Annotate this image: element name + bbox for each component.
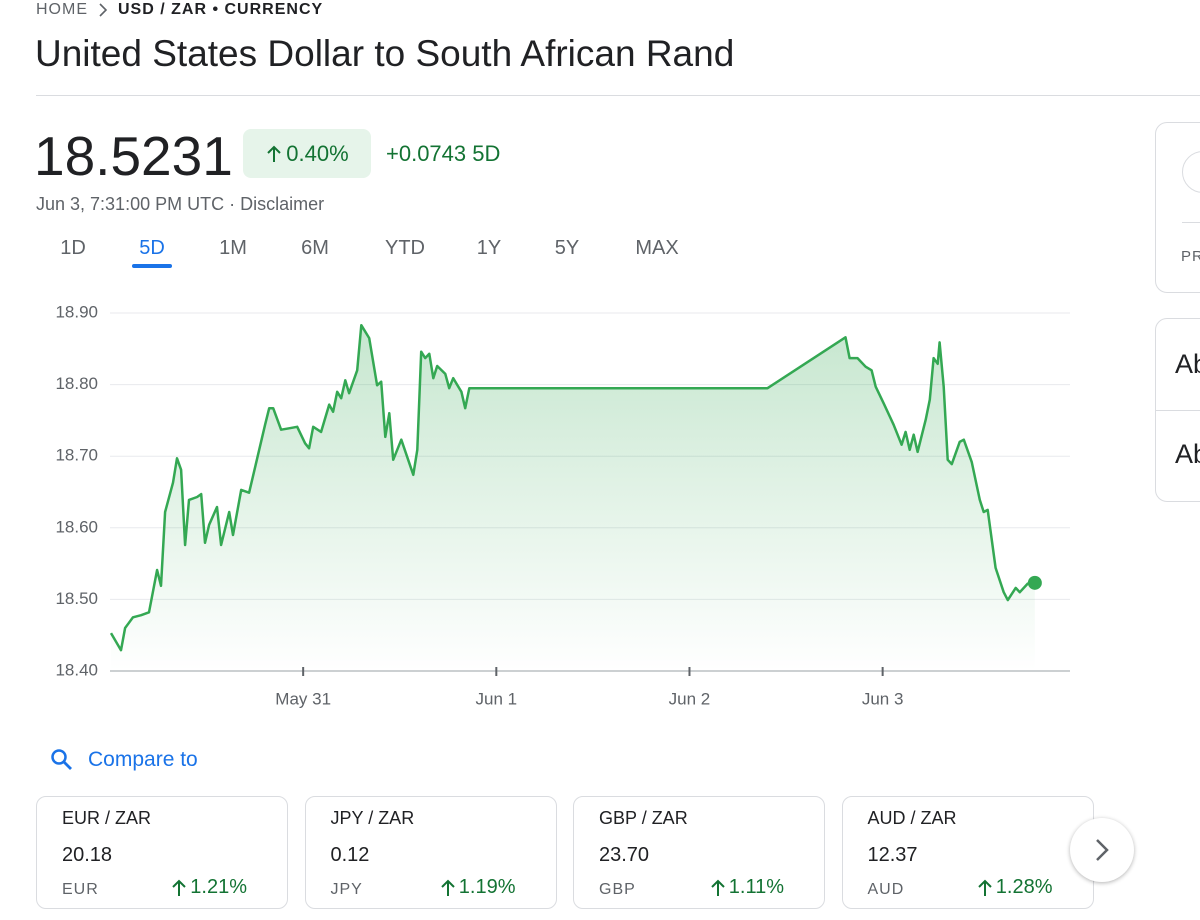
card-price: 20.18 xyxy=(62,844,113,866)
y-tick-label: 18.50 xyxy=(55,589,98,608)
up-arrow-icon xyxy=(172,879,186,896)
range-tab[interactable]: 6M xyxy=(301,237,329,259)
card-currency: AUD xyxy=(867,881,905,898)
card-pair: JPY / ZAR xyxy=(330,808,415,828)
side-row[interactable]: Ab xyxy=(1175,349,1200,379)
change-badge: 0.40% xyxy=(243,129,371,178)
compare-link[interactable]: Compare to xyxy=(50,748,198,772)
range-tab[interactable]: 1Y xyxy=(476,237,502,259)
compare-label[interactable]: Compare to xyxy=(88,748,198,771)
card-pair: GBP / ZAR xyxy=(599,808,688,828)
next-button[interactable] xyxy=(1070,818,1134,882)
card-pair: EUR / ZAR xyxy=(62,808,152,828)
x-tick-label: Jun 2 xyxy=(669,689,711,708)
disclaimer[interactable]: Disclaimer xyxy=(240,194,325,214)
card-pair: AUD / ZAR xyxy=(867,808,957,828)
y-tick-label: 18.70 xyxy=(55,446,98,465)
card-change-value: 1.28% xyxy=(995,876,1053,898)
up-arrow-icon xyxy=(978,879,992,896)
range-tab[interactable]: YTD xyxy=(385,237,425,259)
card-change: 1.11% xyxy=(709,876,784,899)
card-currency: JPY xyxy=(330,881,363,898)
timestamp: Jun 3, 7:31:00 PM UTC xyxy=(36,194,225,214)
breadcrumb: HOME USD / ZAR • CURRENCY xyxy=(36,1,323,19)
separator: · xyxy=(229,194,236,214)
range-tab[interactable]: 5Y xyxy=(554,237,580,259)
range-tab[interactable]: 1D xyxy=(60,237,86,259)
y-tick-label: 18.40 xyxy=(55,660,98,679)
compare-card[interactable]: AUD / ZAR 12.37 AUD 1.28% xyxy=(841,796,1094,909)
up-arrow-icon xyxy=(441,879,455,896)
side-label: PR xyxy=(1181,248,1200,265)
y-tick-label: 18.60 xyxy=(55,517,98,536)
card-price: 23.70 xyxy=(599,844,650,866)
card-change: 1.19% xyxy=(439,876,516,899)
compare-card[interactable]: EUR / ZAR 20.18 EUR 1.21% xyxy=(36,796,288,909)
breadcrumb-home[interactable]: HOME xyxy=(36,1,88,18)
up-arrow-icon xyxy=(711,879,725,896)
chevron-icon xyxy=(99,3,108,17)
x-tick-label: May 31 xyxy=(275,689,331,708)
search-icon xyxy=(51,749,72,770)
chevron-right-icon xyxy=(1096,839,1109,861)
side-panel-top: PR xyxy=(1155,122,1200,293)
range-tab[interactable]: 5D xyxy=(139,237,165,259)
active-tab-indicator xyxy=(132,264,172,268)
area-fill xyxy=(110,325,1035,671)
side-divider xyxy=(1156,410,1200,411)
change-value: +0.0743 xyxy=(386,141,467,166)
change-percent: 0.40% xyxy=(286,140,349,166)
price-line xyxy=(109,323,1035,652)
last-point xyxy=(1027,575,1042,590)
side-search-circle[interactable] xyxy=(1182,151,1200,193)
compare-card[interactable]: JPY / ZAR 0.12 JPY 1.19% xyxy=(304,796,557,909)
range-tab[interactable]: 1M xyxy=(219,237,247,259)
breadcrumb-current: USD / ZAR • CURRENCY xyxy=(118,1,324,18)
card-currency: EUR xyxy=(62,881,99,898)
x-tick-label: Jun 1 xyxy=(476,689,518,708)
page-title: United States Dollar to South African Ra… xyxy=(35,33,735,74)
y-tick-label: 18.90 xyxy=(55,302,98,321)
card-currency: GBP xyxy=(599,881,636,898)
side-row[interactable]: Ab xyxy=(1175,439,1200,469)
card-change-value: 1.11% xyxy=(728,876,784,898)
range-tab[interactable]: MAX xyxy=(635,237,679,259)
card-change: 1.21% xyxy=(170,876,247,899)
timestamp-row: Jun 3, 7:31:00 PM UTC · Disclaimer xyxy=(36,194,324,215)
side-divider xyxy=(1182,222,1200,223)
card-change-value: 1.21% xyxy=(190,876,247,898)
y-tick-label: 18.80 xyxy=(55,374,98,393)
up-arrow-icon xyxy=(267,145,282,162)
change-period: 5D xyxy=(472,141,501,166)
card-price: 0.12 xyxy=(330,844,370,866)
compare-card[interactable]: GBP / ZAR 23.70 GBP 1.11% xyxy=(573,796,825,909)
side-panel-bottom: Ab Ab xyxy=(1155,318,1200,502)
change: +0.0743 5D xyxy=(386,141,500,167)
card-change: 1.28% xyxy=(976,876,1053,899)
x-tick-label: Jun 3 xyxy=(862,689,904,708)
chart: 18.40 18.50 18.60 18.70 18.80 18.90 May 31 Jun … xyxy=(55,302,1070,708)
price: 18.5231 xyxy=(34,125,233,187)
divider xyxy=(36,95,1200,96)
card-price: 12.37 xyxy=(867,844,918,866)
card-change-value: 1.19% xyxy=(458,876,516,898)
